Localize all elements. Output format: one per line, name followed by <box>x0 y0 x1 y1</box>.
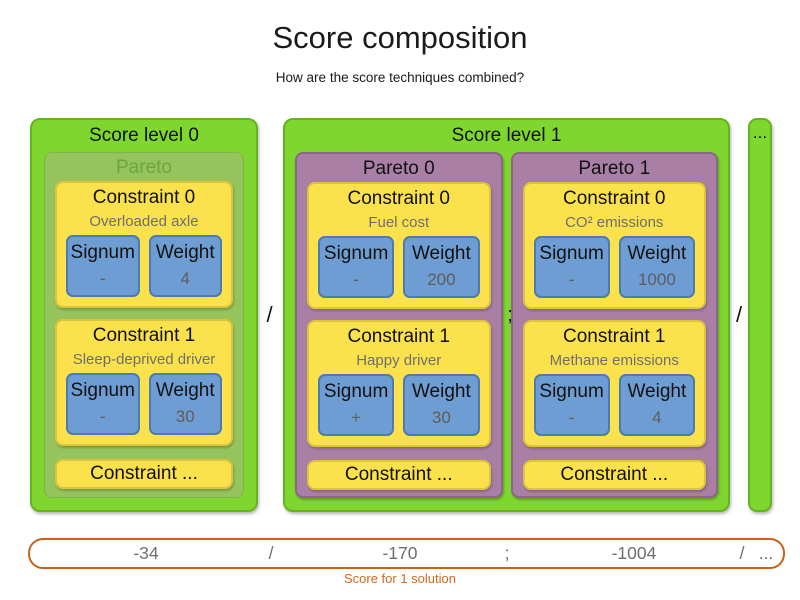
constraint-title: Constraint 0 <box>92 187 196 208</box>
signum-label: Signum <box>70 380 135 401</box>
page-title: Score composition <box>272 20 528 55</box>
signum-value: - <box>99 407 106 426</box>
score-separator: ; <box>504 543 510 563</box>
score-bar: -34 / -170 ; -1004 / ... <box>28 538 785 569</box>
constraint-title: Constraint ... <box>560 464 669 485</box>
signum-value: + <box>351 408 362 427</box>
more-levels-ellipsis: ... <box>752 123 768 142</box>
signum-label: Signum <box>70 242 135 263</box>
pareto-label: Pareto 0 <box>362 158 435 179</box>
constraint-title: Constraint ... <box>344 464 453 485</box>
score-bar-caption: Score for 1 solution <box>343 571 456 586</box>
constraint-title: Constraint 1 <box>563 326 666 347</box>
pareto-label: Pareto <box>116 157 172 178</box>
score-separator: / <box>268 543 274 563</box>
pareto-separator: ; <box>507 303 513 326</box>
page-subtitle: How are the score techniques combined? <box>275 70 525 85</box>
constraint-name: CO² emissions <box>565 214 664 231</box>
signum-label: Signum <box>539 381 604 402</box>
constraint-list: Constraint 0 Overloaded axle Signum - We… <box>45 181 243 497</box>
signum-weight-row: Signum - Weight 1000 <box>533 236 695 298</box>
score-value: -1004 <box>611 543 657 563</box>
signum-weight-row: Signum - Weight 200 <box>318 236 480 298</box>
signum-label: Signum <box>323 381 389 402</box>
score-level-1-label: Score level 1 <box>451 125 562 146</box>
signum-box: Signum - <box>66 235 140 297</box>
constraint-card: Constraint 1 Methane emissions Signum - … <box>522 320 706 447</box>
constraint-ellipsis-card: Constraint ... <box>55 459 233 489</box>
constraint-list: Constraint 0 CO² emissions Signum - Weig… <box>513 182 717 496</box>
signum-box: Signum - <box>66 373 140 435</box>
signum-box: Signum - <box>533 374 610 436</box>
constraint-ellipsis-card: Constraint ... <box>307 460 491 490</box>
signum-value: - <box>568 408 575 427</box>
signum-label: Signum <box>323 243 389 264</box>
constraint-card: Constraint 0 Overloaded axle Signum - We… <box>55 181 233 308</box>
constraint-title: Constraint 0 <box>563 188 666 209</box>
weight-value: 1000 <box>637 270 676 289</box>
signum-box: Signum - <box>533 236 610 298</box>
signum-label: Signum <box>539 243 604 264</box>
constraint-card: Constraint 0 CO² emissions Signum - Weig… <box>522 182 706 309</box>
weight-label: Weight <box>411 243 471 264</box>
constraint-title: Constraint 1 <box>92 325 196 346</box>
constraint-name: Methane emissions <box>549 352 679 369</box>
constraint-title: Constraint 0 <box>347 188 450 209</box>
signum-value: - <box>99 269 106 288</box>
constraint-card: Constraint 1 Sleep-deprived driver Signu… <box>55 319 233 446</box>
pareto-1-box: Pareto 1 Constraint 0 CO² emissions Sign… <box>510 152 718 498</box>
score-value: -34 <box>133 543 159 563</box>
score-level-0-label: Score level 0 <box>89 125 199 146</box>
constraint-title: Constraint ... <box>90 463 198 484</box>
signum-weight-row: Signum + Weight 30 <box>318 374 480 436</box>
constraint-ellipsis-card: Constraint ... <box>522 460 706 490</box>
signum-value: - <box>353 270 359 289</box>
signum-weight-row: Signum - Weight 4 <box>533 374 695 436</box>
constraint-name: Sleep-deprived driver <box>72 351 216 368</box>
score-value: -170 <box>382 543 418 563</box>
weight-label: Weight <box>627 243 687 264</box>
weight-value: 30 <box>431 408 451 427</box>
level-separator: / <box>266 302 273 327</box>
signum-weight-row: Signum - Weight 4 <box>66 235 222 297</box>
weight-box: Weight 4 <box>148 235 222 297</box>
pareto-row: Pareto 0 Constraint 0 Fuel cost Signum -… <box>295 152 718 498</box>
weight-box: Weight 30 <box>403 374 480 436</box>
pareto-label: Pareto 1 <box>578 158 651 179</box>
constraint-list: Constraint 0 Fuel cost Signum - Weight 2… <box>297 182 501 496</box>
pareto-box: Pareto Constraint 0 Overloaded axle Sign… <box>44 152 244 498</box>
constraint-name: Overloaded axle <box>89 213 199 230</box>
signum-value: - <box>568 270 575 289</box>
signum-box: Signum - <box>318 236 395 298</box>
weight-value: 30 <box>175 407 195 426</box>
weight-value: 4 <box>652 408 662 427</box>
score-separator: / <box>739 543 745 563</box>
weight-box: Weight 30 <box>148 373 222 435</box>
pareto-0-box: Pareto 0 Constraint 0 Fuel cost Signum -… <box>295 152 503 498</box>
weight-label: Weight <box>627 381 687 402</box>
score-ellipsis: ... <box>758 543 774 563</box>
weight-box: Weight 1000 <box>618 236 695 298</box>
weight-label: Weight <box>155 380 215 401</box>
score-level-0-box: Score level 0 Pareto Constraint 0 Overlo… <box>30 118 258 512</box>
weight-value: 4 <box>180 269 190 288</box>
weight-box: Weight 4 <box>618 374 695 436</box>
constraint-title: Constraint 1 <box>347 326 450 347</box>
weight-label: Weight <box>411 381 471 402</box>
constraint-name: Fuel cost <box>368 214 430 231</box>
constraint-card: Constraint 1 Happy driver Signum + Weigh… <box>307 320 491 447</box>
weight-label: Weight <box>155 242 215 263</box>
weight-value: 200 <box>427 270 456 289</box>
constraint-name: Happy driver <box>356 352 442 369</box>
score-composition-diagram: Score level 0 Pareto Constraint 0 Overlo… <box>0 118 800 512</box>
signum-weight-row: Signum - Weight 30 <box>66 373 222 435</box>
weight-box: Weight 200 <box>403 236 480 298</box>
signum-box: Signum + <box>318 374 395 436</box>
level-separator: / <box>735 302 743 327</box>
score-level-1-box: Score level 1 Pareto 0 Constraint 0 Fuel… <box>283 118 730 512</box>
constraint-card: Constraint 0 Fuel cost Signum - Weight 2… <box>307 182 491 309</box>
more-levels-box: ... <box>748 118 772 512</box>
